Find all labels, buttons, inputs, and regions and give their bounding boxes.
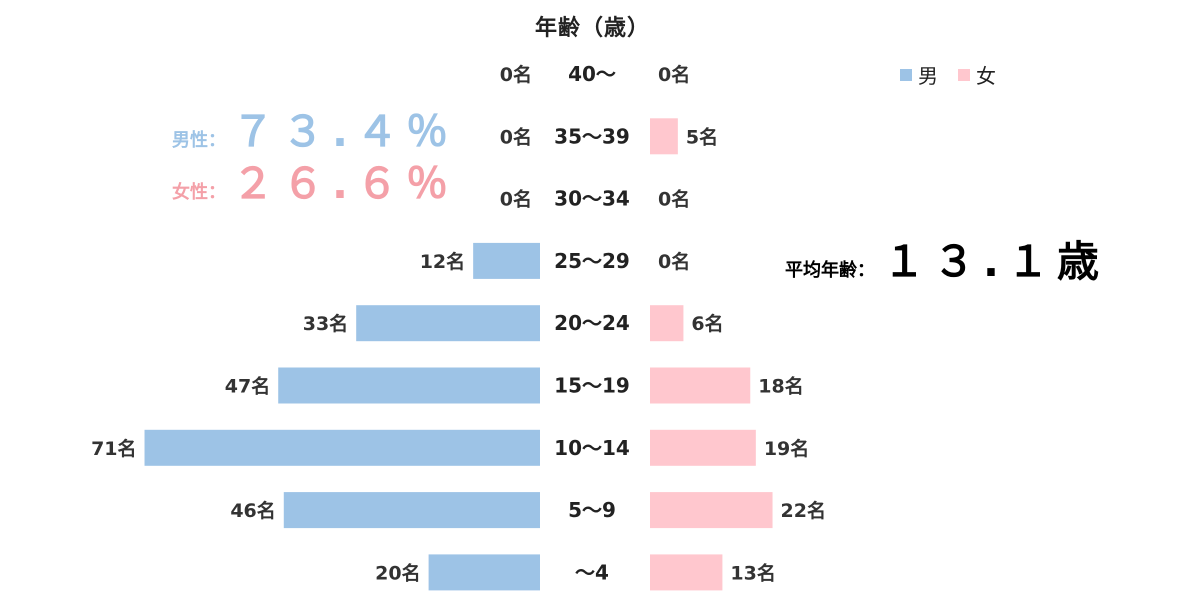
average-age-value: １３.１歳 xyxy=(883,237,1107,286)
male-ratio: 男性： ７３.４％ xyxy=(172,98,456,159)
male-value-label: 20名 xyxy=(375,561,420,584)
category-label: 40〜 xyxy=(568,62,616,86)
male-value-label: 46名 xyxy=(230,499,275,522)
legend: 男 女 xyxy=(900,60,1016,89)
average-age-label: 平均年齢： xyxy=(785,260,875,281)
legend-item-male: 男 xyxy=(900,60,938,89)
female-bar xyxy=(650,305,684,342)
category-label: 5〜9 xyxy=(568,498,616,522)
male-value-label: 71名 xyxy=(91,437,136,460)
male-value-label: 33名 xyxy=(303,312,348,335)
female-value-label: 19名 xyxy=(764,437,809,460)
male-ratio-label: 男性： xyxy=(172,130,226,151)
male-value-label: 12名 xyxy=(420,250,465,273)
female-ratio: 女性： ２６.６％ xyxy=(172,150,456,211)
female-ratio-value: ２６.６％ xyxy=(232,159,456,208)
category-label: 〜4 xyxy=(575,560,609,584)
female-bar xyxy=(650,367,751,404)
legend-swatch-male xyxy=(900,68,912,81)
legend-label-female: 女 xyxy=(976,64,996,88)
male-value-label: 0名 xyxy=(500,63,532,86)
legend-item-female: 女 xyxy=(958,60,996,89)
female-value-label: 0名 xyxy=(658,188,690,211)
female-value-label: 5名 xyxy=(686,125,718,148)
female-value-label: 0名 xyxy=(658,63,690,86)
male-ratio-value: ７３.４％ xyxy=(232,107,456,156)
female-value-label: 18名 xyxy=(758,375,803,398)
female-bar xyxy=(650,429,756,466)
category-label: 35〜39 xyxy=(554,124,630,148)
male-bar xyxy=(144,429,540,466)
female-ratio-label: 女性： xyxy=(172,182,226,203)
male-bar xyxy=(278,367,540,404)
female-value-label: 6名 xyxy=(691,312,723,335)
female-value-label: 22名 xyxy=(781,499,826,522)
male-bar xyxy=(283,492,540,529)
female-bar xyxy=(650,118,678,155)
category-label: 15〜19 xyxy=(554,374,630,398)
chart-title: 年齢（歳） xyxy=(534,16,650,41)
male-bar xyxy=(356,305,540,342)
male-value-label: 0名 xyxy=(500,188,532,211)
legend-swatch-female xyxy=(958,68,970,81)
category-label: 25〜29 xyxy=(554,249,630,273)
female-bar xyxy=(650,492,773,529)
male-value-label: 47名 xyxy=(225,375,270,398)
category-label: 30〜34 xyxy=(554,187,630,211)
female-value-label: 0名 xyxy=(658,250,690,273)
male-value-label: 0名 xyxy=(500,125,532,148)
male-bar xyxy=(428,554,540,591)
male-bar xyxy=(473,242,540,279)
average-age: 平均年齢： １３.１歳 xyxy=(785,228,1107,289)
legend-label-male: 男 xyxy=(918,64,938,88)
female-value-label: 13名 xyxy=(730,561,775,584)
category-label: 20〜24 xyxy=(554,311,630,335)
category-label: 10〜14 xyxy=(554,436,630,460)
female-bar xyxy=(650,554,723,591)
